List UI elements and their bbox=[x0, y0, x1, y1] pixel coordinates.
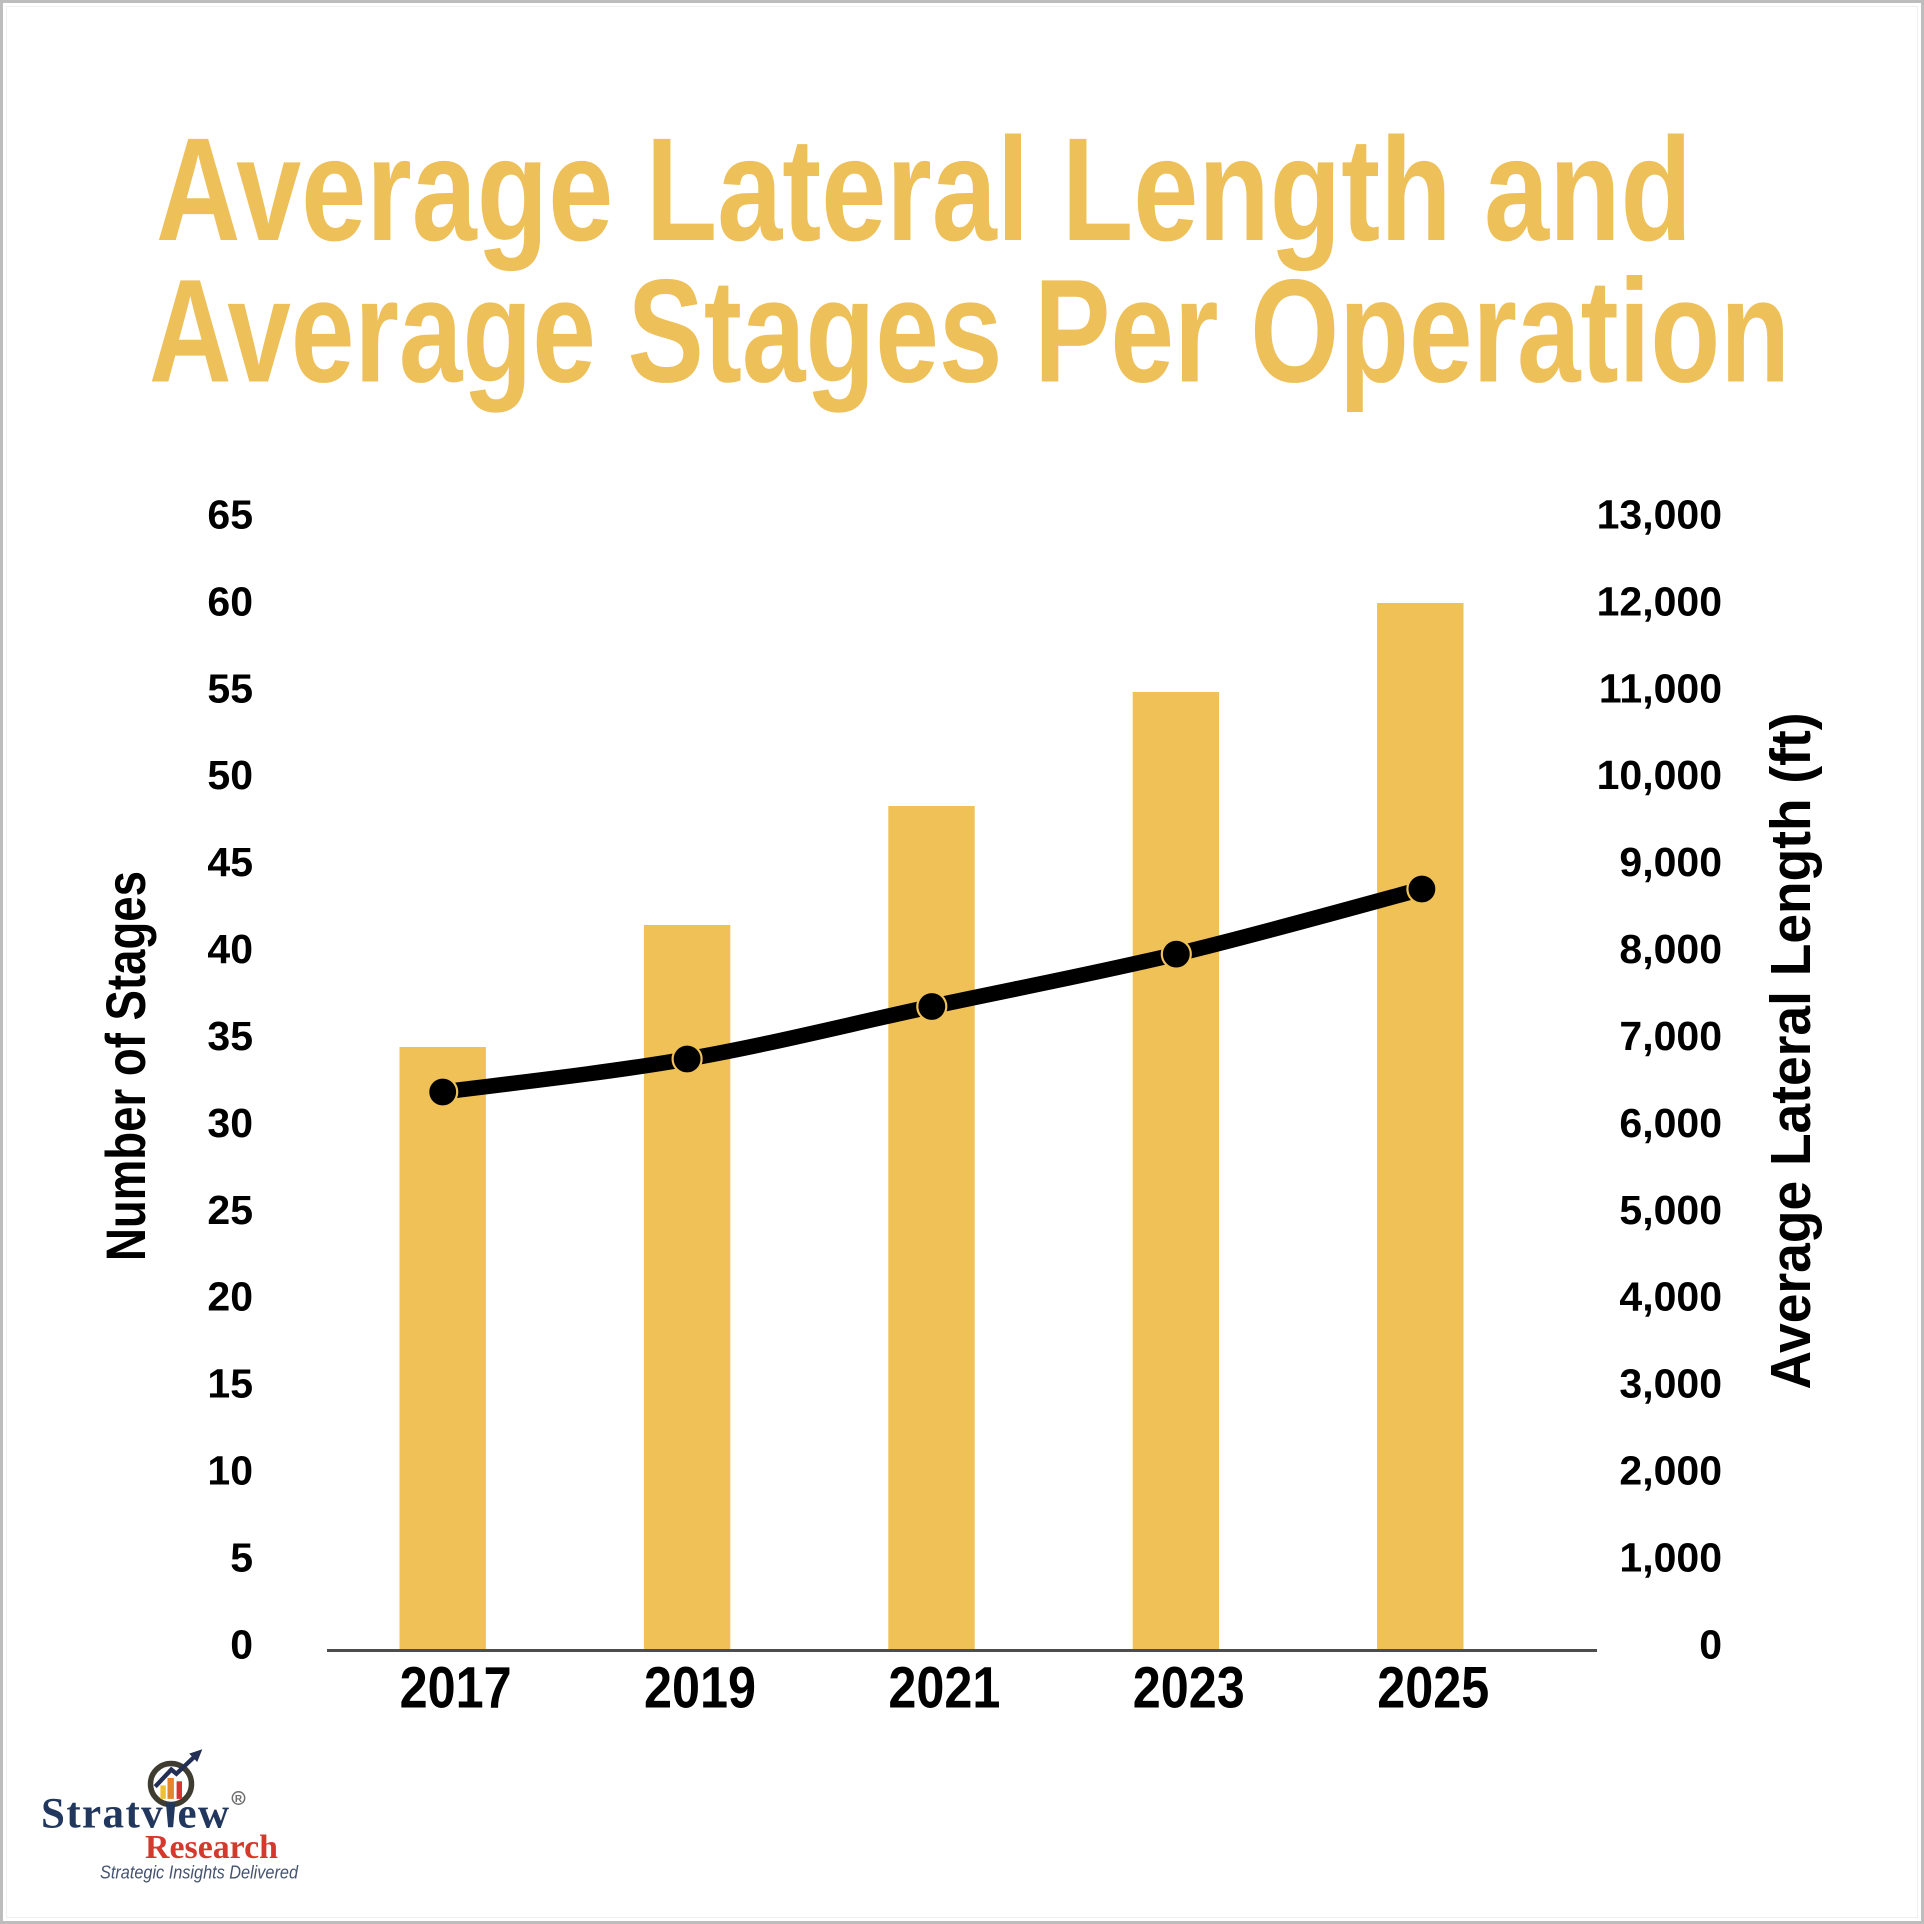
svg-text:11,000: 11,000 bbox=[1599, 665, 1722, 711]
svg-text:5: 5 bbox=[230, 1535, 253, 1581]
svg-text:9,000: 9,000 bbox=[1619, 839, 1722, 885]
svg-text:5,000: 5,000 bbox=[1619, 1187, 1722, 1233]
svg-text:45: 45 bbox=[207, 839, 253, 885]
svg-text:4,000: 4,000 bbox=[1619, 1274, 1722, 1320]
svg-text:Average Stages Per Operation: Average Stages Per Operation bbox=[149, 250, 1790, 414]
svg-text:2017: 2017 bbox=[400, 1656, 512, 1721]
svg-text:2021: 2021 bbox=[888, 1656, 1000, 1721]
svg-text:35: 35 bbox=[207, 1013, 253, 1059]
svg-text:20: 20 bbox=[207, 1274, 253, 1320]
svg-text:Strategic Insights Delivered: Strategic Insights Delivered bbox=[100, 1862, 299, 1883]
svg-text:Stratview: Stratview bbox=[41, 1790, 229, 1837]
svg-text:Number of Stages: Number of Stages bbox=[94, 871, 157, 1261]
svg-text:R: R bbox=[235, 1794, 243, 1805]
svg-text:7,000: 7,000 bbox=[1619, 1013, 1722, 1059]
svg-text:12,000: 12,000 bbox=[1597, 578, 1722, 624]
svg-text:6,000: 6,000 bbox=[1619, 1100, 1722, 1146]
svg-text:Average Lateral Length and: Average Lateral Length and bbox=[156, 108, 1692, 272]
svg-text:2019: 2019 bbox=[644, 1656, 756, 1721]
svg-text:50: 50 bbox=[207, 752, 253, 798]
svg-text:Research: Research bbox=[145, 1829, 278, 1866]
svg-text:40: 40 bbox=[207, 926, 253, 972]
svg-text:0: 0 bbox=[1699, 1621, 1722, 1667]
svg-text:65: 65 bbox=[207, 491, 253, 537]
svg-text:8,000: 8,000 bbox=[1619, 926, 1722, 972]
svg-text:30: 30 bbox=[207, 1100, 253, 1146]
svg-text:0: 0 bbox=[230, 1621, 253, 1667]
svg-text:15: 15 bbox=[207, 1361, 253, 1407]
svg-text:Average Lateral Length (ft): Average Lateral Length (ft) bbox=[1759, 713, 1823, 1390]
svg-text:60: 60 bbox=[207, 578, 253, 624]
svg-text:3,000: 3,000 bbox=[1619, 1361, 1722, 1407]
svg-text:2025: 2025 bbox=[1377, 1656, 1489, 1721]
svg-text:2,000: 2,000 bbox=[1619, 1448, 1722, 1494]
svg-text:10: 10 bbox=[207, 1448, 253, 1494]
svg-text:10,000: 10,000 bbox=[1597, 752, 1722, 798]
svg-text:55: 55 bbox=[207, 665, 253, 711]
svg-text:2023: 2023 bbox=[1133, 1656, 1245, 1721]
svg-text:1,000: 1,000 bbox=[1619, 1535, 1722, 1581]
svg-text:13,000: 13,000 bbox=[1597, 491, 1722, 537]
svg-text:25: 25 bbox=[207, 1187, 253, 1233]
